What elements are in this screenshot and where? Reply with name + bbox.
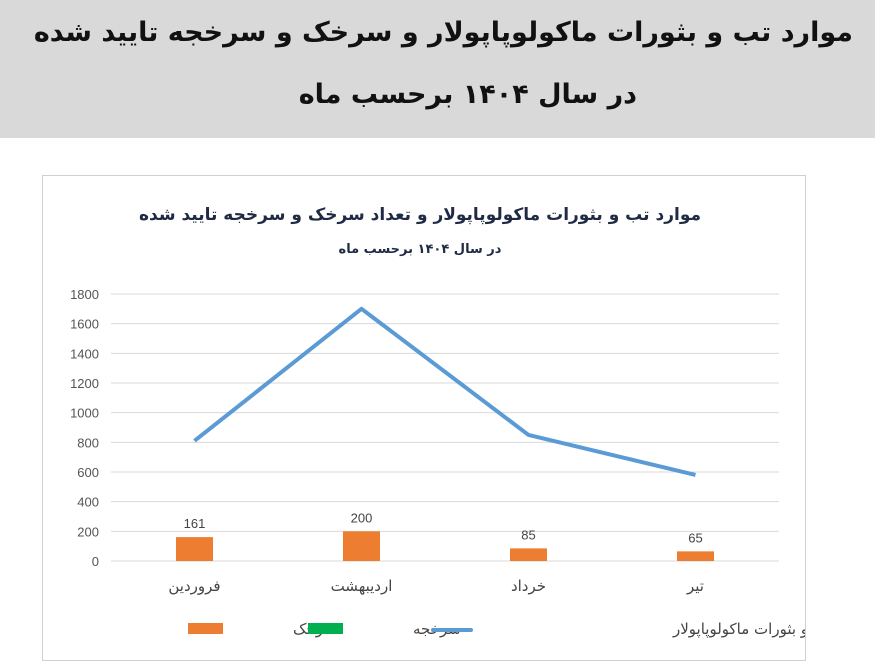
bar-sorkhak: [510, 548, 547, 561]
x-tick-label: تیر: [686, 577, 704, 595]
chart-subtitle: در سال ۱۴۰۴ برحسب ماه: [339, 242, 502, 257]
chart-title: موارد تب و بثورات ماکولوپاپولار و تعداد …: [139, 205, 701, 225]
y-tick-label: 0: [92, 554, 99, 569]
chart: موارد تب و بثورات ماکولوپاپولار و تعداد …: [70, 205, 805, 639]
bar-data-label: 65: [688, 530, 702, 545]
legend-swatch-sorkhak: [188, 623, 223, 634]
x-tick-label: فروردین: [168, 577, 220, 595]
bar-data-label: 200: [351, 510, 373, 525]
bar-data-label: 161: [184, 516, 206, 531]
y-tick-label: 1800: [70, 287, 99, 302]
y-tick-label: 200: [77, 524, 99, 539]
bar-data-label: 85: [521, 527, 535, 542]
legend-label-fever-rash: تب و بثورات ماکولوپاپولار: [672, 620, 805, 639]
y-tick-label: 1400: [70, 346, 99, 361]
bar-sorkhak: [677, 551, 714, 561]
line-series: [193, 306, 696, 477]
page-header: موارد تب و بثورات ماکولوپاپولار و سرخک و…: [0, 0, 875, 138]
page-title-line2: در سال ۱۴۰۴ برحسب ماه: [298, 79, 637, 110]
bar-sorkhak: [343, 531, 380, 561]
y-tick-label: 400: [77, 495, 99, 510]
legend-swatch-sorkhje: [308, 623, 343, 634]
chart-container: موارد تب و بثورات ماکولوپاپولار و تعداد …: [42, 175, 806, 661]
y-tick-label: 800: [77, 435, 99, 450]
y-tick-label: 600: [77, 465, 99, 480]
x-tick-label: خرداد: [511, 577, 546, 595]
bar-sorkhak: [176, 537, 213, 561]
y-tick-label: 1200: [70, 376, 99, 391]
y-tick-label: 1600: [70, 317, 99, 332]
y-tick-label: 1000: [70, 406, 99, 421]
page-title-line1: موارد تب و بثورات ماکولوپاپولار و سرخک و…: [33, 17, 853, 48]
x-tick-label: اردیبهشت: [331, 577, 393, 595]
